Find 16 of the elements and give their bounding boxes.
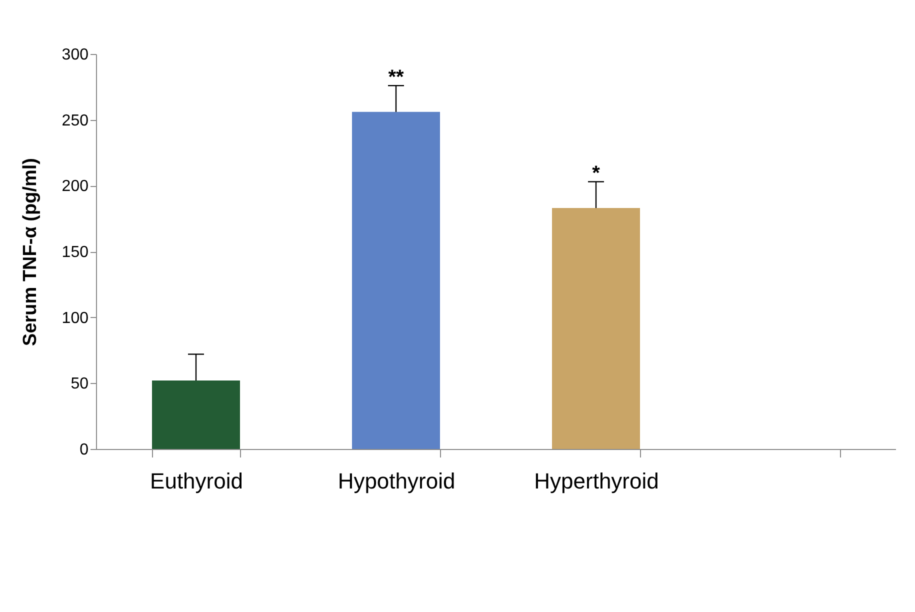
x-tick-label: Euthyroid xyxy=(150,468,243,494)
annotation: ** xyxy=(388,66,404,89)
y-tick-label: 150 xyxy=(62,244,89,261)
bar xyxy=(352,112,440,449)
y-tick-label: 200 xyxy=(62,178,89,196)
y-tick-label: 250 xyxy=(62,112,89,130)
y-tick-label: 300 xyxy=(62,46,89,64)
y-tick-label: 50 xyxy=(70,376,89,393)
x-tick-label: Hypothyroid xyxy=(338,468,456,494)
annotation: * xyxy=(592,162,600,185)
y-axis-title: Serum TNF-α (pg/ml) xyxy=(20,158,41,346)
bar xyxy=(152,380,240,449)
bar xyxy=(552,208,640,449)
x-tick-label: Hyperthyroid xyxy=(534,468,659,494)
y-tick-label: 100 xyxy=(62,310,89,327)
y-tick-label: 0 xyxy=(80,442,89,458)
